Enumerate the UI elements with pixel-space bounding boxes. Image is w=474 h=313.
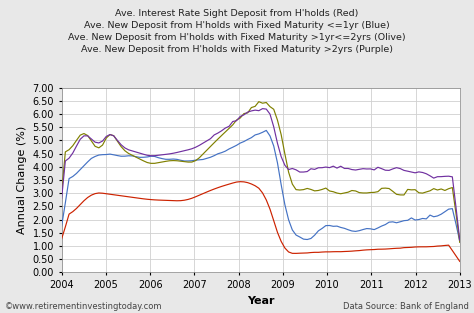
Text: Data Source: Bank of England: Data Source: Bank of England — [343, 302, 469, 311]
X-axis label: Year: Year — [247, 295, 274, 305]
Text: ©www.retirementinvestingtoday.com: ©www.retirementinvestingtoday.com — [5, 302, 162, 311]
Text: Ave. Interest Rate Sight Deposit from H'holds (Red)
Ave. New Deposit from H'hold: Ave. Interest Rate Sight Deposit from H'… — [68, 9, 406, 54]
Y-axis label: Annual Change (%): Annual Change (%) — [17, 126, 27, 234]
